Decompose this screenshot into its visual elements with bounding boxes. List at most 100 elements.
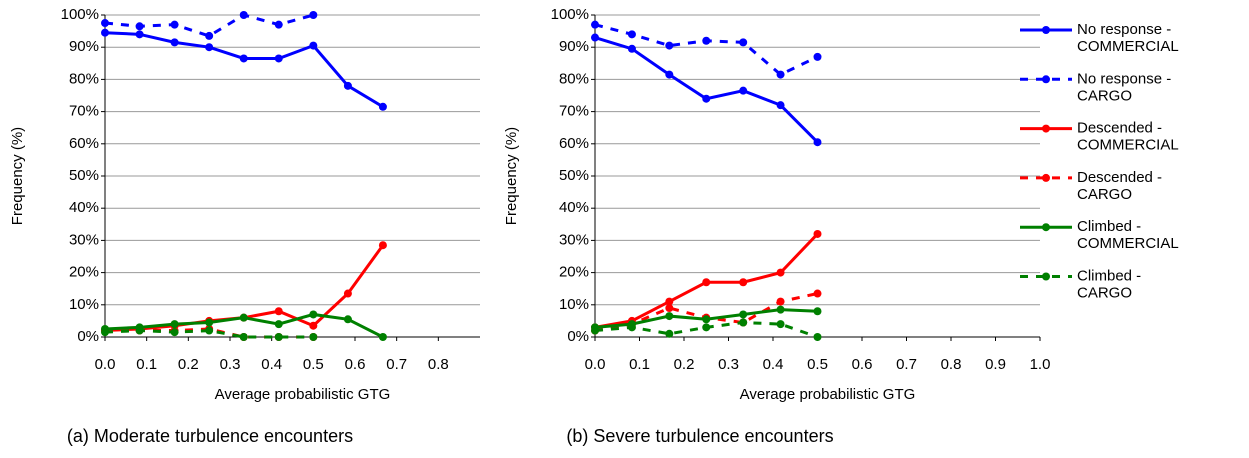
- data-point: [665, 70, 674, 79]
- data-point: [776, 297, 785, 306]
- x-tick-label: 0.8: [941, 356, 962, 373]
- data-point: [309, 333, 318, 341]
- data-point: [702, 36, 711, 45]
- data-point: [627, 323, 636, 332]
- x-tick-label: 0.3: [718, 356, 739, 373]
- data-point: [135, 30, 144, 39]
- data-point: [739, 310, 748, 319]
- data-point: [170, 38, 179, 47]
- y-tick-label: 30%: [559, 231, 589, 248]
- x-tick-label: 0.6: [852, 356, 873, 373]
- data-point: [813, 289, 822, 298]
- x-tick-label: 0.1: [629, 356, 650, 373]
- data-point: [274, 307, 283, 316]
- legend-marker: [1042, 75, 1050, 84]
- legend-label-line: No response -: [1077, 21, 1171, 38]
- data-point: [309, 41, 318, 50]
- data-point: [702, 315, 711, 324]
- x-axis-label: Average probabilistic GTG: [215, 386, 391, 403]
- data-point: [702, 323, 711, 332]
- x-tick-label: 0.0: [95, 356, 116, 373]
- legend-label-line: COMMERCIAL: [1077, 235, 1179, 252]
- legend-label-line: COMMERCIAL: [1077, 38, 1179, 55]
- data-point: [665, 41, 674, 50]
- y-tick-label: 40%: [559, 199, 589, 216]
- data-point: [309, 321, 318, 330]
- x-tick-label: 0.0: [585, 356, 606, 373]
- data-point: [309, 310, 318, 319]
- legend-label-line: Climbed -: [1077, 218, 1141, 235]
- y-tick-label: 30%: [69, 231, 99, 248]
- y-tick-label: 40%: [69, 199, 99, 216]
- legend-label-line: CARGO: [1077, 284, 1132, 301]
- data-point: [378, 241, 387, 250]
- legend-marker: [1042, 124, 1050, 133]
- y-tick-label: 0%: [567, 328, 589, 345]
- data-point: [776, 320, 785, 329]
- y-tick-label: 80%: [559, 70, 589, 87]
- data-point: [776, 101, 785, 110]
- data-point: [378, 102, 387, 111]
- x-tick-label: 0.6: [345, 356, 366, 373]
- x-tick-label: 1.0: [1030, 356, 1051, 373]
- data-point: [702, 278, 711, 287]
- data-point: [239, 313, 248, 322]
- data-point: [135, 326, 144, 335]
- y-tick-label: 20%: [559, 264, 589, 281]
- legend-marker: [1042, 272, 1050, 281]
- data-point: [813, 138, 822, 147]
- x-tick-label: 0.5: [303, 356, 324, 373]
- data-point: [665, 304, 674, 313]
- y-tick-label: 60%: [69, 135, 99, 152]
- data-point: [274, 54, 283, 63]
- legend-label-line: Descended -: [1077, 120, 1162, 137]
- data-point: [239, 54, 248, 63]
- legend-label-line: No response -: [1077, 70, 1171, 87]
- x-axis-label: Average probabilistic GTG: [740, 386, 916, 403]
- data-point: [627, 30, 636, 39]
- x-tick-label: 0.3: [220, 356, 241, 373]
- data-point: [101, 19, 109, 28]
- data-point: [378, 333, 387, 341]
- legend-label-line: COMMERCIAL: [1077, 137, 1179, 154]
- y-tick-label: 10%: [559, 296, 589, 313]
- x-tick-label: 0.2: [178, 356, 199, 373]
- y-tick-label: 100%: [551, 6, 589, 23]
- y-tick-label: 90%: [559, 38, 589, 55]
- caption: (b) Severe turbulence encounters: [566, 426, 833, 446]
- data-point: [665, 312, 674, 321]
- x-tick-label: 0.1: [136, 356, 157, 373]
- y-tick-label: 90%: [69, 38, 99, 55]
- caption: (a) Moderate turbulence encounters: [67, 426, 353, 446]
- data-point: [205, 31, 214, 40]
- data-point: [813, 52, 822, 61]
- x-tick-label: 0.7: [386, 356, 407, 373]
- data-point: [739, 278, 748, 287]
- y-tick-label: 20%: [69, 264, 99, 281]
- data-point: [591, 20, 599, 29]
- data-point: [343, 315, 352, 324]
- x-tick-label: 0.2: [674, 356, 695, 373]
- data-point: [274, 20, 283, 29]
- data-point: [776, 305, 785, 314]
- x-tick-label: 0.8: [428, 356, 449, 373]
- data-point: [135, 22, 144, 31]
- y-axis-label: Frequency (%): [9, 127, 26, 225]
- legend-label: Descended -CARGO: [1077, 169, 1162, 203]
- data-point: [665, 329, 674, 338]
- legend-marker: [1042, 173, 1050, 182]
- legend-label: Climbed -COMMERCIAL: [1077, 218, 1179, 252]
- y-tick-label: 0%: [77, 328, 99, 345]
- legend-marker: [1042, 26, 1050, 34]
- data-point: [665, 297, 674, 306]
- data-point: [205, 43, 214, 52]
- data-point: [343, 289, 352, 298]
- y-tick-label: 60%: [559, 135, 589, 152]
- data-point: [813, 333, 822, 341]
- data-point: [309, 11, 318, 19]
- legend-label: No response -CARGO: [1077, 70, 1171, 104]
- data-point: [776, 268, 785, 277]
- legend-label-line: CARGO: [1077, 87, 1132, 104]
- data-point: [739, 86, 748, 95]
